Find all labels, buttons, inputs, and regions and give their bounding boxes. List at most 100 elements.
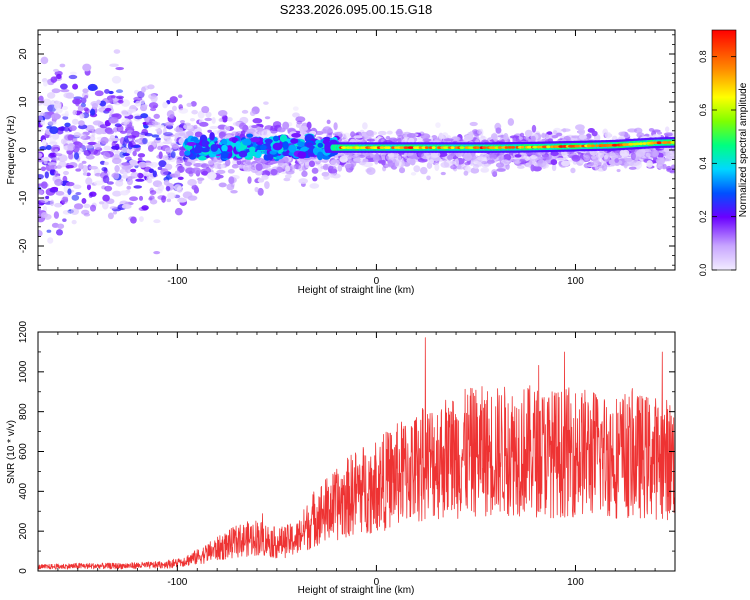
heat-cell (247, 176, 252, 184)
heat-cell (101, 167, 108, 172)
heat-cell (99, 100, 107, 107)
heat-cell (540, 133, 550, 139)
heat-cell (61, 196, 69, 204)
heat-cell (40, 119, 46, 126)
heat-cell (668, 153, 675, 159)
heat-cell (54, 178, 63, 186)
heat-cell (135, 178, 145, 182)
heat-cell (174, 207, 183, 216)
heat-cell (179, 150, 185, 157)
heat-cell (83, 149, 91, 156)
heat-cell (524, 129, 533, 138)
heat-cell (103, 161, 109, 166)
heat-cell (138, 195, 144, 201)
spectrogram-ytick-label: -20 (18, 238, 29, 253)
heat-cell (297, 151, 307, 159)
heat-cell (250, 137, 261, 143)
heat-cell (54, 148, 59, 154)
heat-cell (93, 149, 101, 156)
heat-cell (121, 165, 132, 170)
heat-cell (443, 138, 454, 142)
heat-cell (55, 165, 62, 169)
heat-cell (45, 144, 52, 151)
heat-cell (525, 162, 531, 168)
heat-cell (121, 147, 128, 153)
heat-cell (49, 199, 55, 207)
heat-cell (282, 121, 290, 130)
heat-cell (43, 80, 48, 87)
heat-cell (179, 120, 185, 124)
heat-cell (618, 131, 626, 136)
heat-cell (163, 179, 170, 186)
heat-cell (71, 219, 77, 225)
heat-cell (121, 162, 131, 166)
heat-cell (627, 128, 638, 133)
heat-cell (128, 140, 136, 148)
heat-cell (62, 209, 71, 215)
heat-cell (126, 177, 133, 186)
heat-cell (266, 152, 274, 161)
heat-cell (551, 163, 557, 172)
heat-cell (646, 160, 653, 168)
heat-cell (111, 172, 119, 178)
heat-cell (264, 181, 270, 189)
heat-cell (238, 164, 245, 169)
heat-cell (304, 161, 311, 169)
heat-cell (116, 124, 124, 133)
heat-cell (270, 168, 278, 176)
heat-cell (178, 108, 189, 114)
heat-cell (141, 86, 146, 93)
spectrogram-ytick-label: -10 (18, 190, 29, 205)
heat-cell (386, 130, 393, 135)
heat-cell (257, 187, 264, 196)
heat-cell (137, 172, 143, 178)
heat-cell (102, 202, 109, 210)
heat-cell (199, 121, 209, 127)
heat-cell (82, 165, 88, 173)
heat-cell (495, 162, 505, 168)
heat-cell (406, 132, 416, 138)
heat-cell (81, 209, 90, 215)
heat-cell (530, 154, 538, 160)
heat-cell (160, 168, 169, 176)
heat-cell (157, 166, 163, 171)
heat-cell (463, 153, 473, 161)
heat-cell (391, 146, 395, 150)
heat-cell (71, 118, 79, 125)
heat-cell (246, 161, 252, 165)
heat-cell (51, 157, 60, 161)
heat-cell (88, 165, 99, 170)
heat-cell (340, 156, 347, 160)
heat-cell (81, 198, 87, 204)
heat-cell (162, 101, 168, 109)
heat-cell (507, 118, 515, 126)
heat-cell (132, 150, 137, 157)
heat-cell (464, 161, 471, 166)
heat-cell (115, 66, 125, 71)
heat-cell (238, 122, 247, 130)
heat-cell (206, 172, 217, 180)
colorbar-frame (711, 29, 737, 271)
heat-cell (574, 144, 581, 148)
heat-cell (89, 204, 97, 212)
heat-cell (366, 130, 374, 137)
heat-cell (450, 146, 455, 150)
heat-cell (532, 165, 542, 172)
heat-cell (509, 135, 520, 139)
heat-cell (200, 163, 210, 169)
heat-cell (158, 160, 167, 168)
heat-cell (171, 144, 180, 151)
spectrogram-ytick-label: 10 (18, 96, 29, 108)
heat-cell (38, 229, 43, 238)
heat-cell (114, 150, 121, 155)
heat-cell (197, 110, 205, 119)
heat-cell (652, 134, 662, 138)
heat-cell (441, 132, 449, 140)
heat-cell (657, 152, 664, 159)
heat-cell (70, 208, 80, 215)
heat-cell (170, 150, 176, 159)
heat-cell (143, 171, 149, 177)
heat-cell (63, 92, 73, 99)
heat-cell (395, 128, 403, 137)
heat-cell (326, 119, 331, 125)
